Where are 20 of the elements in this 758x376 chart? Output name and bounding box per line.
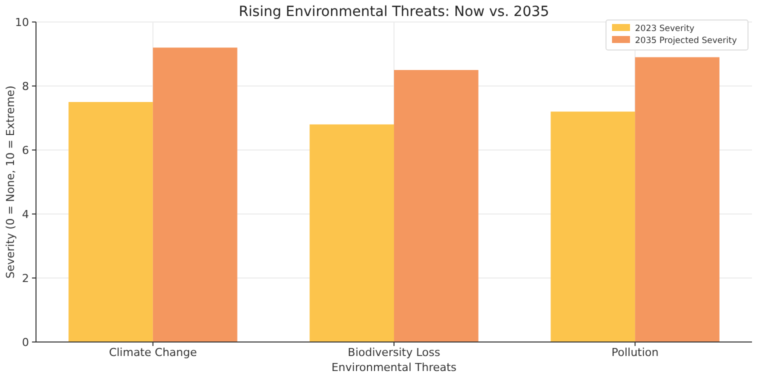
y-tick-label: 4 xyxy=(22,208,29,221)
bar xyxy=(635,57,720,342)
bar xyxy=(394,70,478,342)
x-tick-label: Pollution xyxy=(612,346,659,359)
y-axis-title: Severity (0 = None, 10 = Extreme) xyxy=(4,86,17,278)
x-tick-label: Biodiversity Loss xyxy=(348,346,440,359)
bar xyxy=(152,48,238,342)
x-tick-label: Climate Change xyxy=(108,346,198,359)
bar xyxy=(550,112,636,342)
y-tick-label: 10 xyxy=(15,16,29,29)
legend-label: 2023 Severity xyxy=(635,24,694,34)
x-axis-title: Environmental Threats xyxy=(331,361,457,374)
y-tick-label: 6 xyxy=(22,144,29,157)
chart-title: Rising Environmental Threats: Now vs. 2035 xyxy=(238,4,550,20)
y-tick-label: 8 xyxy=(22,80,29,93)
legend-label: 2035 Projected Severity xyxy=(635,36,737,46)
y-tick-label: 2 xyxy=(22,272,29,285)
y-tick-label: 0 xyxy=(22,336,29,349)
bar xyxy=(310,124,394,342)
bar xyxy=(68,102,153,342)
